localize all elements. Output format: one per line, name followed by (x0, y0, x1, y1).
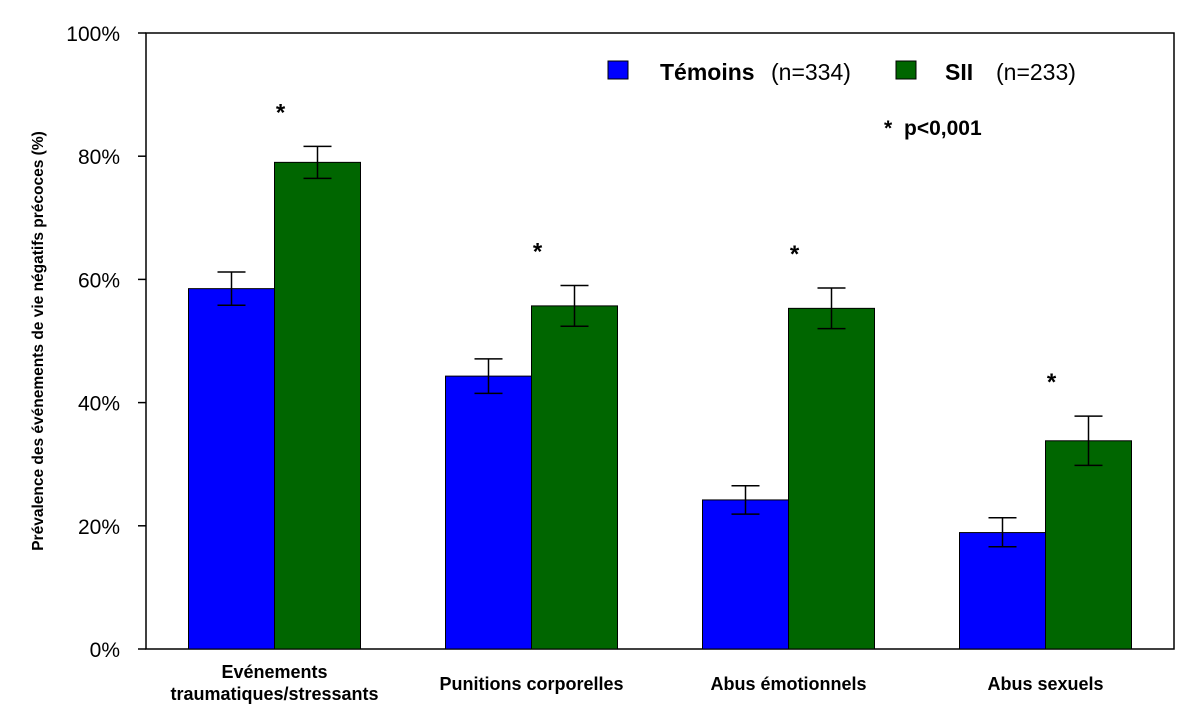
error-bars-group (217, 145, 1103, 548)
significance-star: * (790, 241, 800, 268)
significance-star: * (1047, 369, 1057, 396)
significance-star: * (533, 239, 543, 266)
y-tick-label: 0% (90, 639, 120, 662)
bar (702, 499, 789, 650)
y-tick-label: 100% (66, 23, 120, 46)
bar (959, 532, 1046, 650)
x-tick-label: Abus sexuels (987, 674, 1103, 694)
bar (531, 305, 618, 650)
significance-star: * (276, 99, 286, 126)
x-tick-label: Evénements (221, 662, 327, 682)
plot-area-frame (145, 32, 1175, 650)
legend: Témoins (n=334) SII (n=233) (607, 59, 1076, 85)
legend-label-sii: SII (945, 59, 973, 85)
bar (188, 288, 275, 650)
legend-label-temoins: Témoins (660, 59, 755, 85)
y-tick-label: 80% (78, 146, 120, 169)
y-tick-label: 60% (78, 269, 120, 292)
legend-swatch-temoins (607, 60, 629, 80)
p-value-marker: * (884, 117, 893, 140)
x-tick-label: traumatiques/stressants (170, 684, 378, 704)
p-value-note: * p<0,001 (884, 117, 982, 140)
x-tick-label: Abus émotionnels (710, 674, 866, 694)
bar (788, 307, 875, 650)
y-tick-label: 20% (78, 516, 120, 539)
bar (445, 375, 532, 650)
legend-swatch-sii (895, 60, 917, 80)
legend-label-sii-n: (n=233) (996, 59, 1076, 85)
x-tick-label: Punitions corporelles (439, 674, 623, 694)
y-axis-label: Prévalence des événements de vie négatif… (30, 131, 47, 551)
p-value-text: p<0,001 (904, 117, 982, 140)
significance-markers: * * * * (276, 99, 1057, 396)
y-tick-label: 40% (78, 393, 120, 416)
bar (1045, 440, 1132, 650)
legend-label-temoins-n: (n=334) (771, 59, 851, 85)
y-axis: 0% 20% 40% 60% 80% 100% (66, 23, 146, 662)
bars-group (188, 161, 1132, 650)
bar (274, 161, 361, 650)
